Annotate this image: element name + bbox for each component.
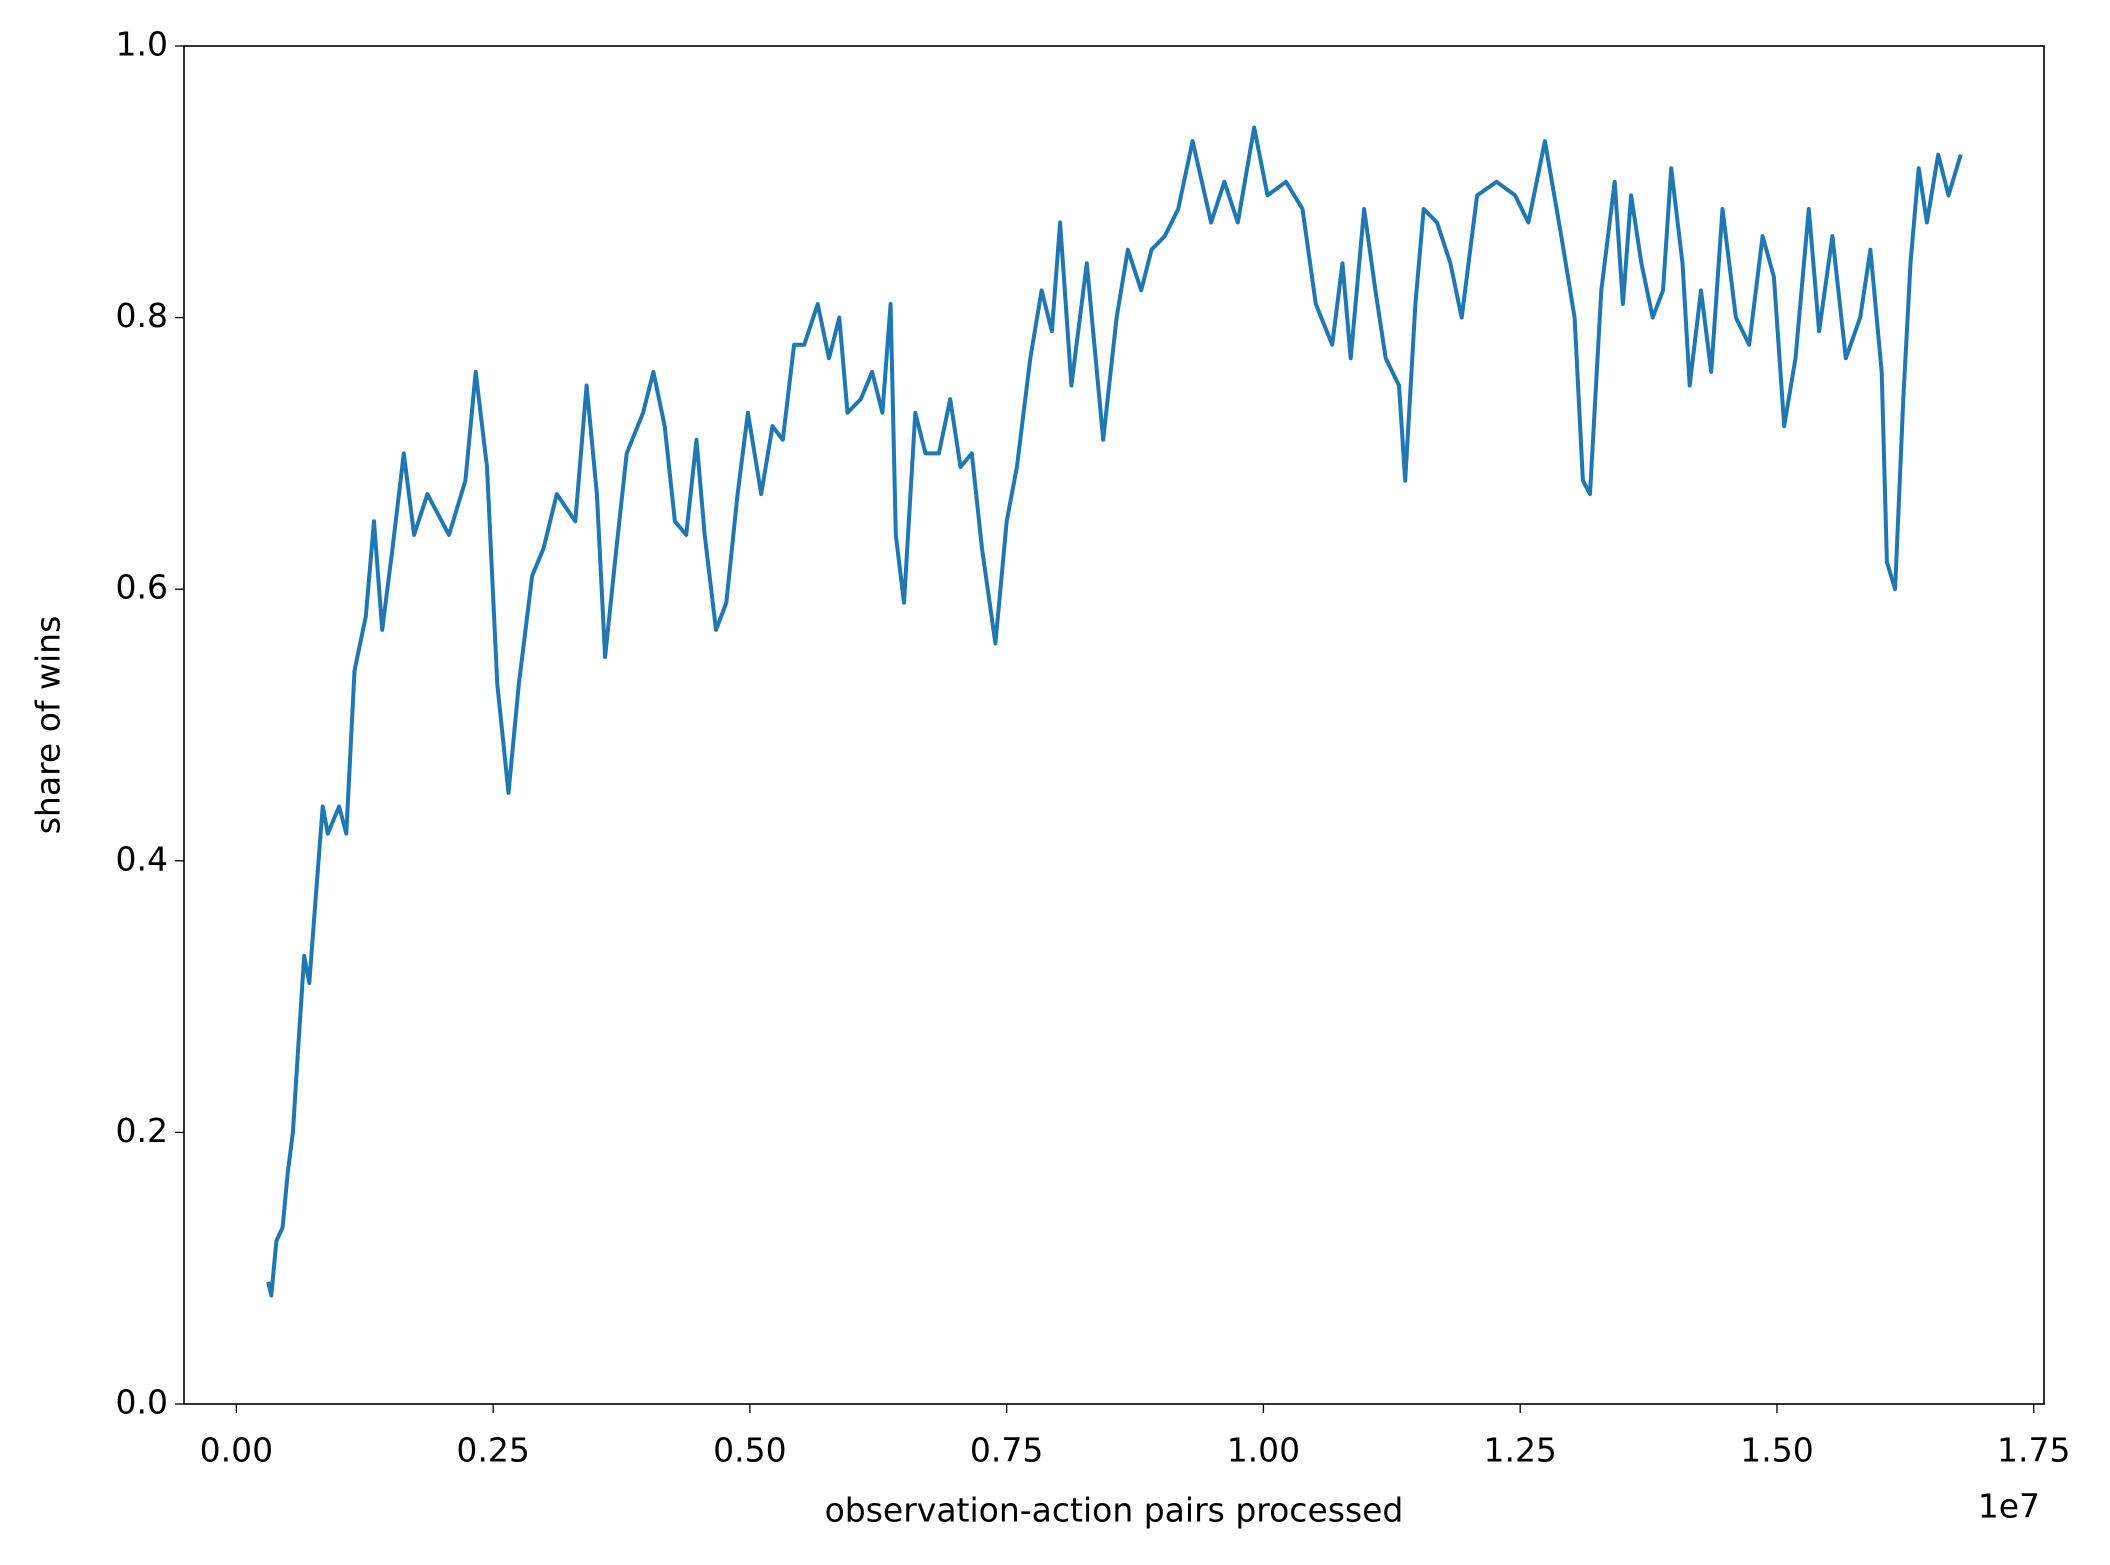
y-axis-label: share of wins: [29, 616, 68, 835]
y-tick-label: 0.0: [116, 1383, 168, 1422]
y-tick-label: 0.2: [116, 1111, 168, 1150]
x-tick-label: 0.50: [713, 1431, 786, 1470]
x-tick-label: 1.50: [1740, 1431, 1813, 1470]
x-tick-label: 1.25: [1483, 1431, 1556, 1470]
y-tick-label: 0.4: [116, 839, 168, 878]
x-tick-label: 0.00: [200, 1431, 273, 1470]
x-tick-label: 0.75: [970, 1431, 1043, 1470]
x-tick-label: 1.75: [1997, 1431, 2070, 1470]
y-tick-label: 0.8: [116, 296, 168, 335]
x-tick-label: 1.00: [1227, 1431, 1300, 1470]
y-tick-label: 1.0: [116, 25, 168, 64]
axes-frame: [183, 45, 2045, 1405]
x-tick-label: 0.25: [456, 1431, 529, 1470]
x-axis-label: observation-action pairs processed: [825, 1491, 1404, 1530]
line: [266, 125, 1963, 1298]
y-tick-label: 0.6: [116, 568, 168, 607]
x-offset-label: 1e7: [1978, 1487, 2040, 1526]
